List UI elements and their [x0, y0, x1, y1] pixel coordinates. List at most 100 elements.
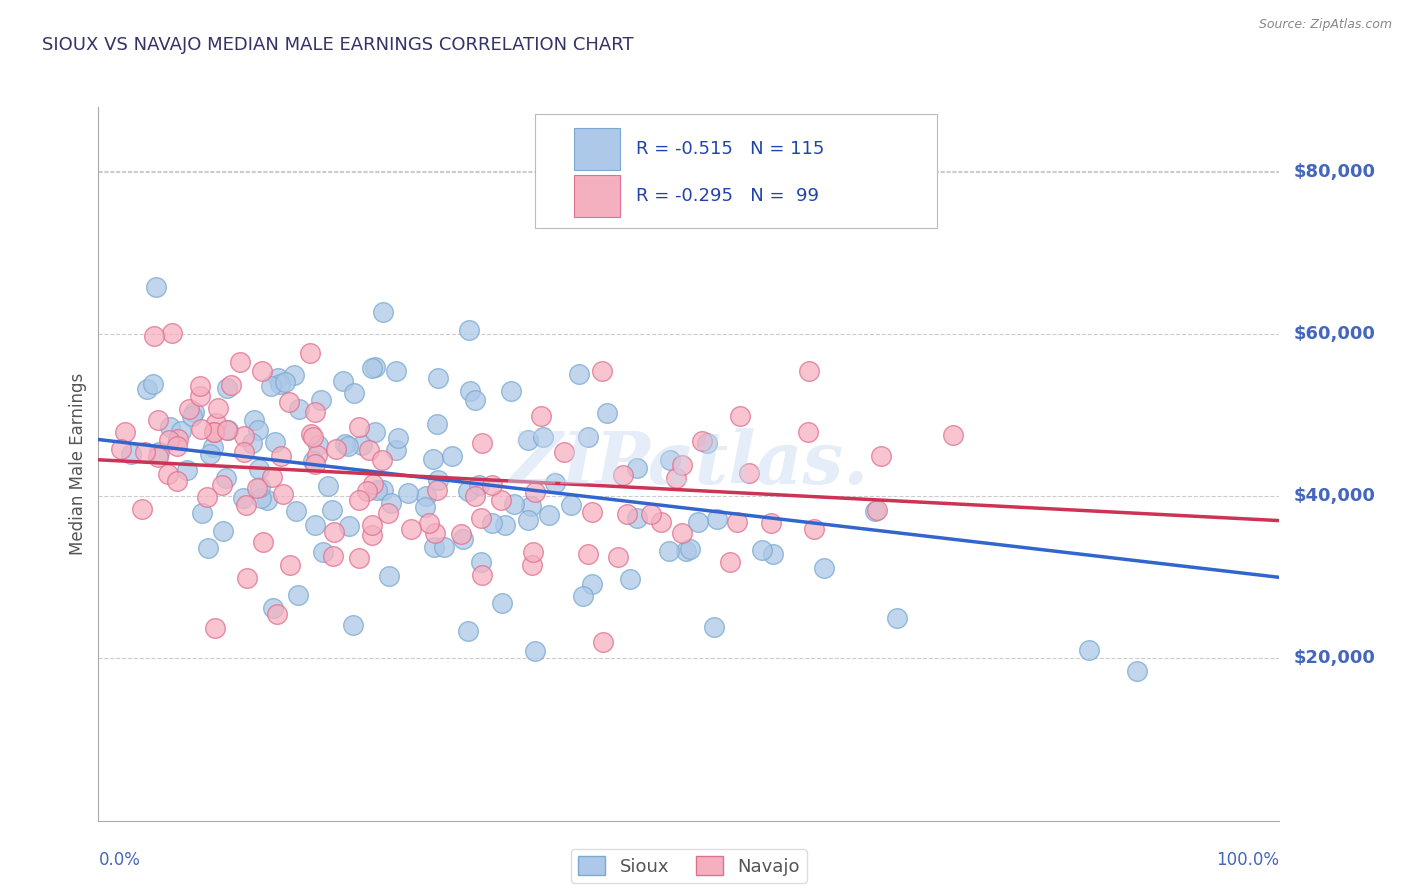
Point — [304, 405, 326, 419]
Point — [423, 540, 446, 554]
Point — [336, 439, 359, 453]
Point — [387, 431, 409, 445]
Point — [235, 498, 257, 512]
Point — [728, 409, 751, 423]
Point — [866, 502, 889, 516]
Point — [671, 458, 693, 472]
Point — [619, 572, 641, 586]
Point — [148, 450, 170, 464]
Point — [572, 590, 595, 604]
Point — [202, 425, 225, 439]
Point — [148, 445, 170, 459]
Point — [207, 401, 229, 416]
Point — [531, 430, 554, 444]
Point — [202, 425, 225, 440]
Point — [377, 506, 399, 520]
Point — [183, 405, 205, 419]
Point — [373, 305, 395, 319]
Point — [865, 504, 887, 518]
Text: R = -0.515   N = 115: R = -0.515 N = 115 — [636, 140, 824, 158]
Point — [215, 471, 238, 485]
Point — [240, 435, 263, 450]
Point — [304, 457, 326, 471]
Point — [385, 364, 408, 378]
Point — [246, 481, 269, 495]
Point — [217, 423, 239, 437]
Point — [703, 620, 725, 634]
Point — [249, 480, 271, 494]
Point — [426, 483, 449, 497]
Point — [114, 425, 136, 440]
Point — [422, 452, 444, 467]
Point — [659, 452, 682, 467]
Point — [581, 577, 603, 591]
Point — [458, 323, 481, 337]
Point — [361, 517, 384, 532]
Point — [232, 445, 254, 459]
Point — [287, 588, 309, 602]
Point — [686, 515, 709, 529]
Point — [321, 502, 343, 516]
Point — [364, 425, 387, 439]
Point — [524, 485, 547, 500]
Point — [120, 447, 142, 461]
Point — [146, 413, 169, 427]
Point — [357, 443, 380, 458]
Point — [212, 524, 235, 538]
Point — [160, 326, 183, 340]
Point — [494, 517, 516, 532]
Point — [942, 428, 965, 442]
Point — [335, 437, 357, 451]
Point — [352, 438, 374, 452]
Text: $80,000: $80,000 — [1294, 163, 1375, 181]
Point — [363, 476, 385, 491]
Point — [195, 491, 218, 505]
Point — [520, 500, 543, 514]
Point — [145, 280, 167, 294]
Point — [464, 392, 486, 407]
Point — [471, 435, 494, 450]
Point — [191, 506, 214, 520]
Point — [269, 377, 291, 392]
Point — [426, 473, 449, 487]
Point — [307, 438, 329, 452]
Point — [718, 555, 741, 569]
Point — [271, 487, 294, 501]
Point — [131, 502, 153, 516]
Point — [517, 513, 540, 527]
Point — [301, 430, 323, 444]
Point — [679, 542, 702, 557]
Point — [464, 489, 486, 503]
Point — [332, 375, 354, 389]
Point — [211, 478, 233, 492]
Point — [285, 504, 308, 518]
Point — [252, 534, 274, 549]
Point — [134, 445, 156, 459]
Point — [626, 461, 648, 475]
Point — [274, 375, 297, 389]
Point — [363, 360, 385, 375]
Point — [799, 363, 821, 377]
Point — [347, 551, 370, 566]
Point — [592, 634, 614, 648]
Point — [696, 436, 718, 450]
Point — [342, 618, 364, 632]
Point — [813, 561, 835, 575]
FancyBboxPatch shape — [575, 128, 620, 170]
Point — [232, 491, 254, 505]
Text: $20,000: $20,000 — [1294, 649, 1375, 667]
Point — [167, 432, 190, 446]
Point — [157, 434, 180, 448]
Point — [243, 413, 266, 427]
Point — [299, 345, 322, 359]
Point — [283, 368, 305, 382]
Point — [762, 547, 785, 561]
Point — [450, 527, 472, 541]
Point — [377, 568, 399, 582]
Point — [217, 423, 239, 437]
Point — [304, 518, 326, 533]
Point — [591, 364, 613, 378]
Point — [249, 491, 271, 505]
Point — [870, 449, 893, 463]
Point — [371, 483, 394, 497]
